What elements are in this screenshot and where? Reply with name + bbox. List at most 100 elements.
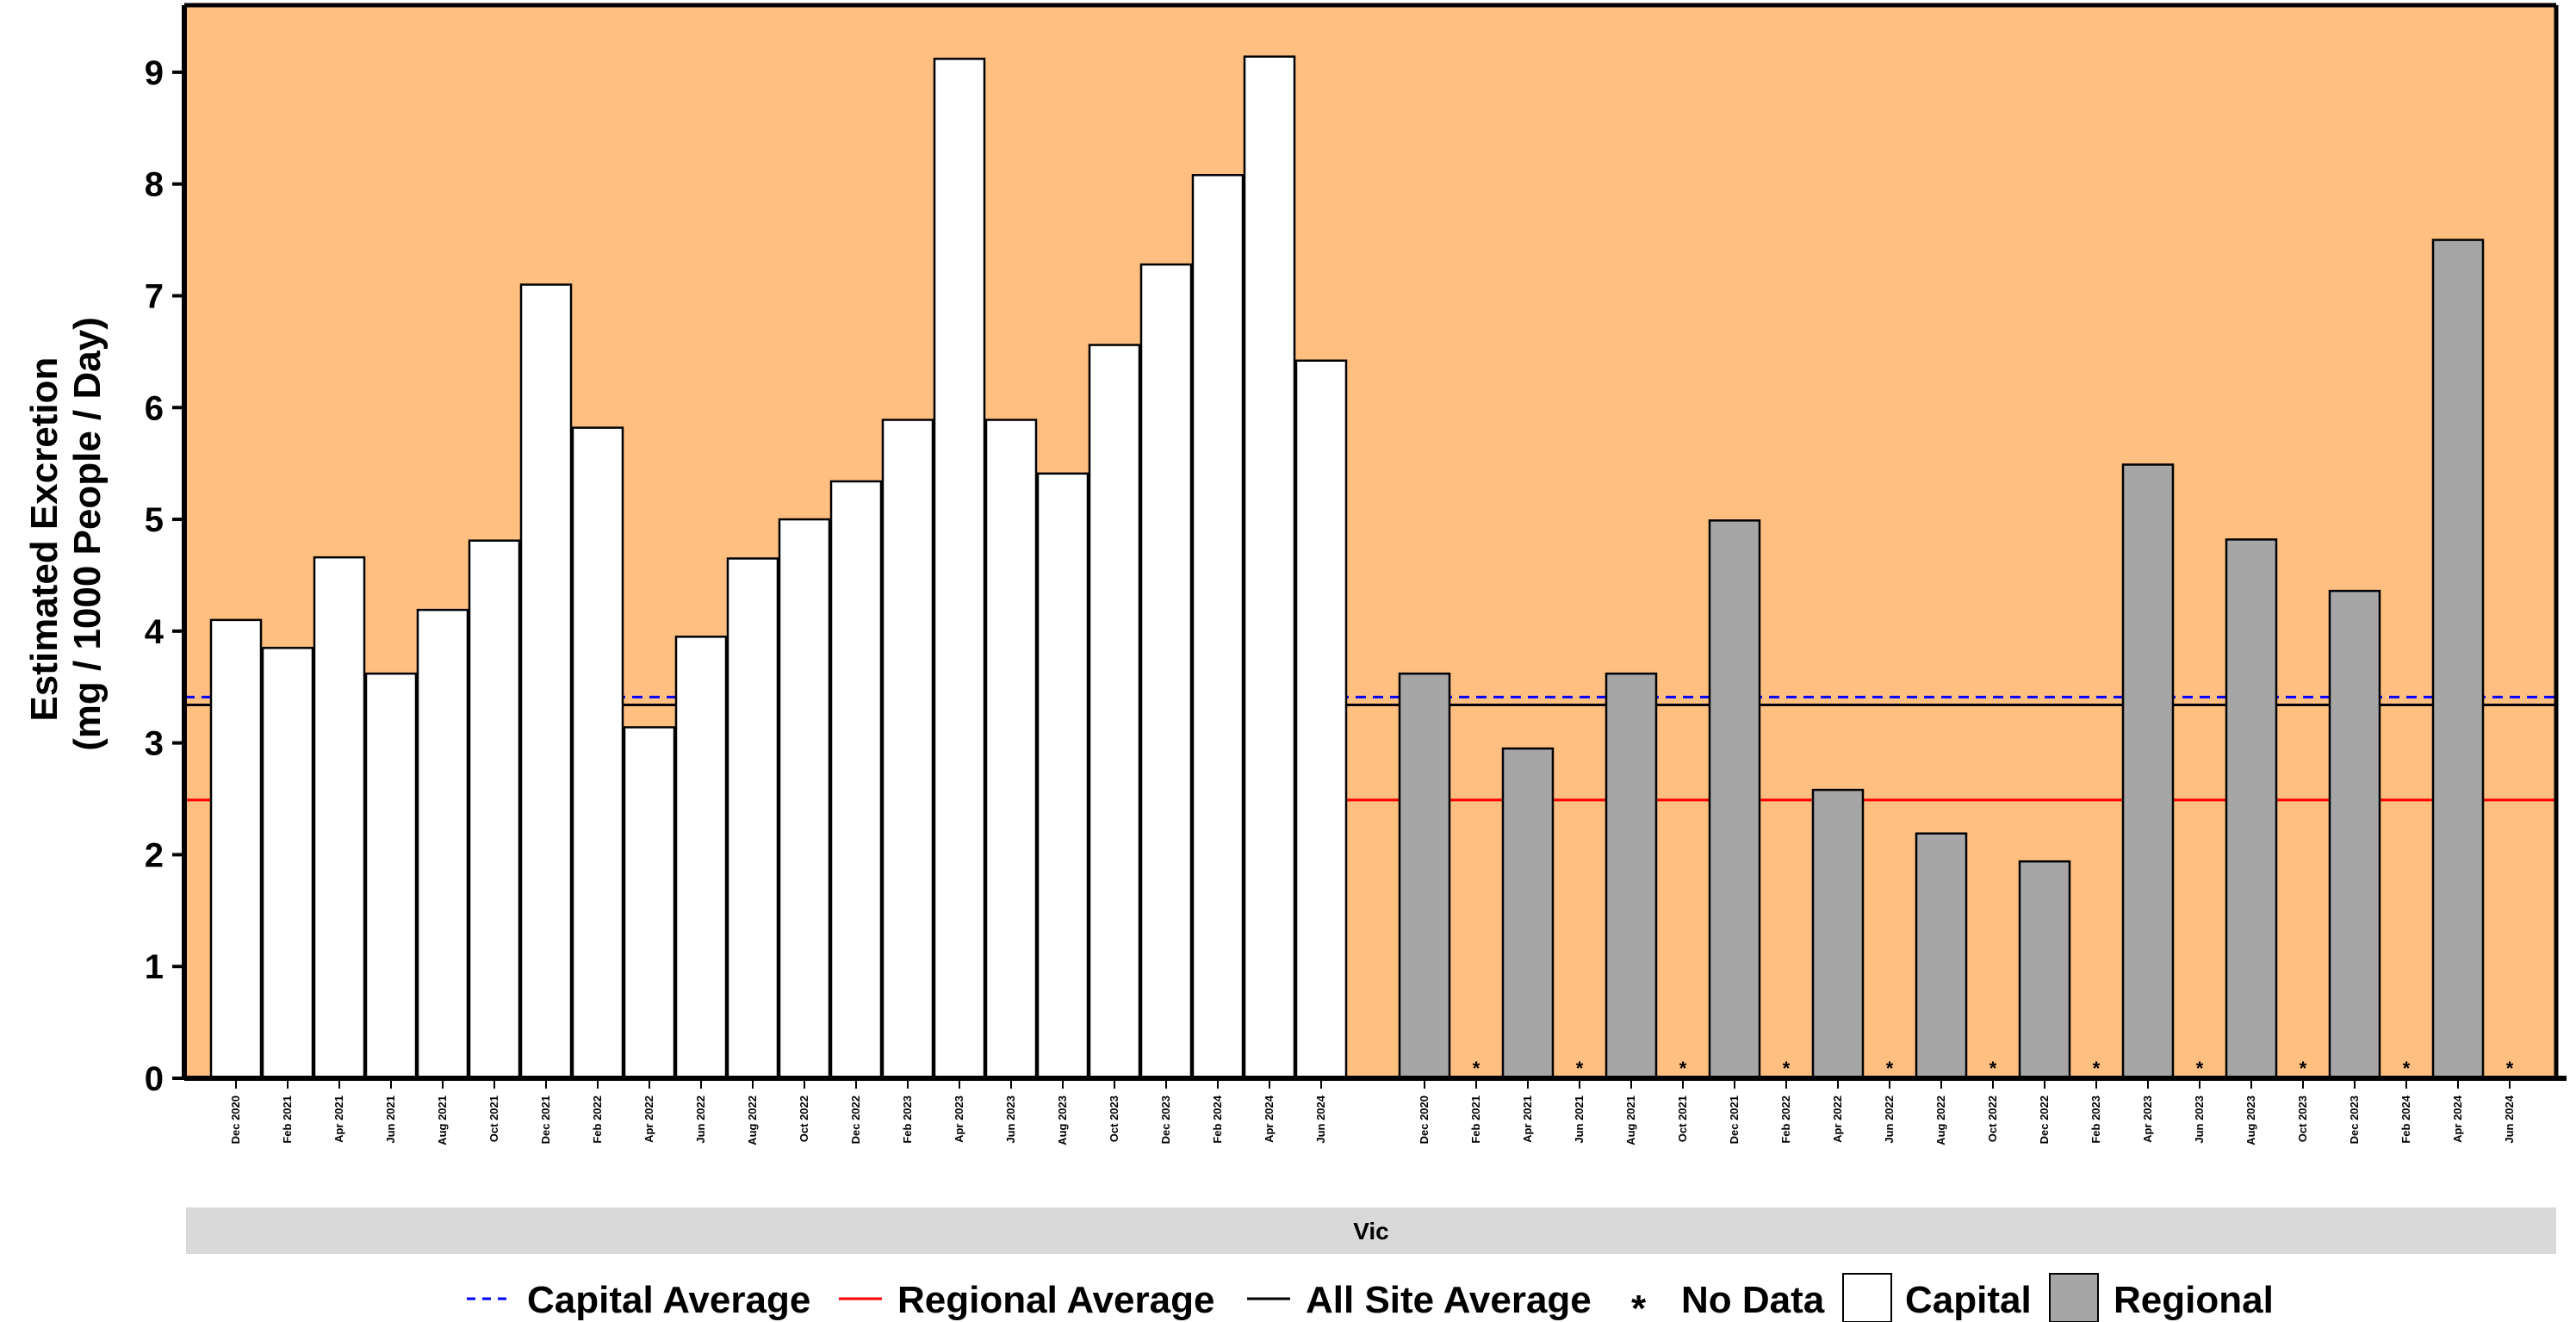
capital-bar — [1088, 344, 1141, 1080]
regional-x-tick-label: Feb 2022 — [1779, 1095, 1792, 1144]
x-axis-labels: Dec 2020 Feb 2021 Apr 2021 Jun 2021 Aug 2021… — [229, 1078, 2516, 1145]
capital-x-tick-label: Apr 2022 — [642, 1095, 655, 1143]
capital-bar — [1243, 55, 1296, 1080]
regional-x-tick-label: Dec 2020 — [1418, 1095, 1431, 1144]
regional-x-tick-label: Feb 2021 — [1469, 1095, 1482, 1144]
regional-bar — [2225, 538, 2278, 1080]
capital-x-tick-label: Oct 2022 — [798, 1095, 810, 1142]
y-tick-label: 3 — [145, 725, 164, 763]
legend-capital-average-label: Capital Average — [527, 1279, 810, 1321]
regional-x-tick-label: Oct 2023 — [2296, 1095, 2309, 1142]
y-tick-label: 1 — [145, 948, 164, 986]
plot-content: * * * * * * * * * * * — [184, 55, 2556, 1080]
capital-x-tick-label: Feb 2023 — [901, 1095, 914, 1144]
regional-x-tick-label: Jun 2022 — [1883, 1095, 1896, 1144]
capital-bar — [674, 636, 728, 1080]
regional-no-data-marker: * — [2506, 1058, 2514, 1079]
legend-no-data-label: No Data — [1681, 1279, 1825, 1321]
regional-x-tick-label: Oct 2021 — [1676, 1095, 1689, 1142]
capital-bar — [416, 608, 469, 1080]
regional-x-tick-label: Dec 2023 — [2348, 1095, 2361, 1144]
regional-x-tick-label: Oct 2022 — [1986, 1095, 1999, 1142]
capital-bar — [726, 557, 779, 1080]
regional-bar — [2431, 239, 2485, 1080]
capital-x-tick-label: Apr 2024 — [1263, 1095, 1276, 1143]
regional-x-tick-label: Aug 2023 — [2244, 1095, 2257, 1145]
y-tick-label: 8 — [145, 166, 164, 204]
capital-x-tick-label: Dec 2021 — [539, 1095, 552, 1144]
capital-x-tick-label: Dec 2020 — [229, 1095, 242, 1144]
capital-x-tick-label: Jun 2024 — [1314, 1095, 1327, 1143]
capital-x-tick-label: Oct 2023 — [1108, 1095, 1120, 1142]
legend: Capital Average Regional Average All Sit… — [467, 1273, 2274, 1322]
y-tick-label: 7 — [145, 277, 164, 315]
regional-no-data-marker: * — [1886, 1058, 1894, 1079]
y-axis-label-line-1: Estimated Excretion — [23, 357, 65, 722]
regional-x-tick-label: Jun 2021 — [1573, 1095, 1586, 1144]
regional-x-tick-label: Apr 2022 — [1831, 1095, 1844, 1143]
y-tick-label: 4 — [145, 613, 164, 651]
capital-bar — [623, 726, 676, 1080]
capital-x-tick-label: Jun 2022 — [694, 1095, 707, 1144]
regional-no-data-marker: * — [2196, 1058, 2204, 1079]
regional-no-data-marker: * — [1989, 1058, 1997, 1079]
regional-no-data-marker: * — [1783, 1058, 1791, 1079]
capital-x-tick-label: Jun 2023 — [1004, 1095, 1017, 1144]
regional-no-data-marker: * — [2403, 1058, 2411, 1079]
capital-bar — [1294, 359, 1348, 1080]
capital-bar — [1191, 174, 1245, 1080]
regional-x-tick-label: Apr 2021 — [1521, 1095, 1534, 1143]
regional-x-tick-label: Aug 2022 — [1934, 1095, 1947, 1145]
regional-bar — [2328, 589, 2381, 1080]
capital-x-tick-label: Oct 2021 — [487, 1095, 500, 1142]
regional-x-tick-label: Apr 2023 — [2141, 1095, 2154, 1143]
capital-bar — [933, 58, 986, 1080]
regional-bar — [1501, 747, 1555, 1080]
regional-no-data-marker: * — [1473, 1058, 1480, 1079]
y-tick-label: 6 — [145, 389, 164, 427]
y-axis-ticks: 0 1 2 3 4 5 6 7 8 9 — [145, 54, 184, 1098]
capital-x-tick-label: Jun 2021 — [384, 1095, 397, 1144]
capital-x-tick-label: Feb 2021 — [281, 1095, 294, 1144]
regional-bar — [1605, 672, 1658, 1080]
regional-x-tick-label: Aug 2021 — [1624, 1095, 1637, 1145]
capital-bar — [468, 539, 521, 1080]
capital-x-tick-label: Dec 2023 — [1159, 1095, 1172, 1144]
capital-x-tick-label: Apr 2023 — [953, 1095, 965, 1143]
capital-bar — [829, 480, 883, 1080]
legend-all-site-average-label: All Site Average — [1306, 1279, 1592, 1321]
legend-regional-swatch — [2049, 1273, 2099, 1322]
capital-bar — [313, 555, 366, 1080]
capital-bar — [778, 518, 831, 1080]
regional-no-data-marker: * — [1679, 1058, 1687, 1079]
capital-x-tick-label: Aug 2021 — [436, 1095, 449, 1145]
facet-strip-label: Vic — [1353, 1218, 1389, 1244]
legend-regional-average-label: Regional Average — [897, 1279, 1214, 1321]
regional-bar — [2018, 860, 2071, 1080]
regional-no-data-marker: * — [1576, 1058, 1584, 1079]
regional-no-data-marker: * — [2093, 1058, 2101, 1079]
regional-x-tick-label: Feb 2024 — [2399, 1095, 2412, 1143]
capital-bar — [881, 419, 934, 1080]
regional-x-tick-label: Feb 2023 — [2089, 1095, 2102, 1144]
capital-bar — [571, 426, 624, 1080]
capital-x-tick-label: Aug 2023 — [1056, 1095, 1069, 1145]
capital-bar — [519, 283, 573, 1080]
y-tick-label: 9 — [145, 54, 164, 92]
y-tick-label: 2 — [145, 836, 164, 874]
y-axis-label-line-2: (mg / 1000 People / Day) — [66, 317, 109, 751]
capital-x-tick-label: Apr 2021 — [332, 1095, 345, 1143]
regional-bar — [1915, 832, 1968, 1080]
y-tick-label: 0 — [145, 1060, 164, 1098]
regional-x-tick-label: Jun 2024 — [2503, 1095, 2516, 1143]
regional-bar — [1708, 519, 1761, 1080]
facet-strip — [186, 1207, 2556, 1254]
legend-no-data-symbol: * — [1631, 1288, 1647, 1322]
y-axis-label: Estimated Excretion (mg / 1000 People / … — [23, 317, 109, 751]
regional-x-tick-label: Dec 2022 — [2038, 1095, 2051, 1144]
capital-bar — [209, 618, 263, 1080]
y-tick-label: 5 — [145, 501, 164, 539]
regional-x-tick-label: Jun 2023 — [2193, 1095, 2206, 1144]
capital-bar — [1139, 263, 1193, 1080]
